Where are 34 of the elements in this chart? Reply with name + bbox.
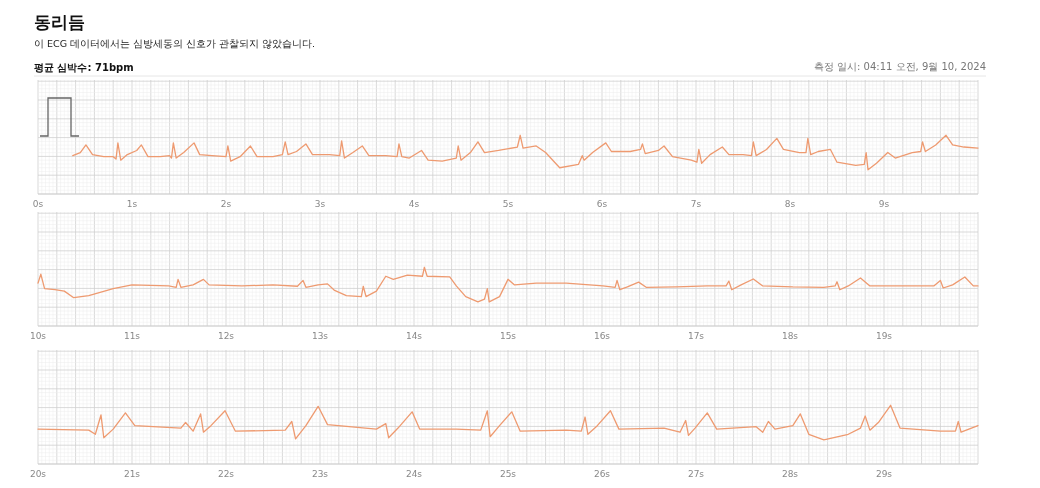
x-tick-label: 1s — [126, 199, 138, 209]
chart-title: 동리듬 — [34, 12, 85, 32]
x-tick-label: 29s — [875, 469, 893, 479]
x-tick-label: 27s — [687, 469, 705, 479]
x-tick-label: 17s — [687, 331, 705, 341]
x-tick-label: 20s — [29, 469, 47, 479]
chart-subtitle: 이 ECG 데이터에서는 심방세동의 신호가 관찰되지 않았습니다. — [34, 38, 316, 49]
x-tick-label: 25s — [499, 469, 517, 479]
x-tick-label: 16s — [593, 331, 611, 341]
x-tick-label: 19s — [875, 331, 893, 341]
x-tick-label: 21s — [123, 469, 141, 479]
x-tick-label: 28s — [781, 469, 799, 479]
x-tick-label: 4s — [408, 199, 420, 209]
x-tick-label: 15s — [499, 331, 517, 341]
x-tick-label: 6s — [596, 199, 608, 209]
x-tick-label: 0s — [32, 199, 44, 209]
x-tick-label: 18s — [781, 331, 799, 341]
x-tick-label: 26s — [593, 469, 611, 479]
x-tick-label: 14s — [405, 331, 423, 341]
x-tick-label: 11s — [123, 331, 141, 341]
x-tick-label: 22s — [217, 469, 235, 479]
x-tick-label: 5s — [502, 199, 514, 209]
x-tick-label: 7s — [690, 199, 702, 209]
x-tick-label: 13s — [311, 331, 329, 341]
x-tick-label: 8s — [784, 199, 796, 209]
x-tick-label: 2s — [220, 199, 232, 209]
x-tick-label: 12s — [217, 331, 235, 341]
x-tick-label: 9s — [878, 199, 890, 209]
x-tick-label: 3s — [314, 199, 326, 209]
x-tick-label: 24s — [405, 469, 423, 479]
text: 측정 일시: 04:11 오전, 9월 10, 2024 — [813, 61, 986, 72]
text: 평균 심박수: 71bpm — [34, 62, 134, 73]
x-tick-label: 23s — [311, 469, 329, 479]
x-tick-label: 10s — [29, 331, 47, 341]
